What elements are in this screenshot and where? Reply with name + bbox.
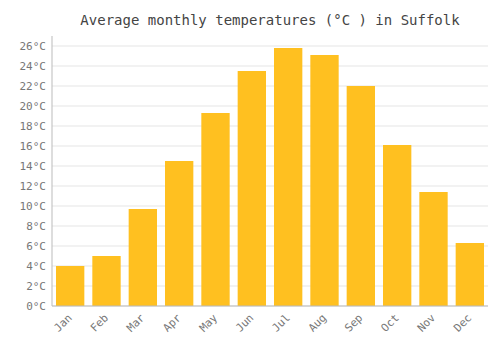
x-tick-label: Mar bbox=[124, 311, 148, 335]
grid-line bbox=[52, 146, 488, 147]
x-tick-label: Apr bbox=[161, 311, 185, 335]
y-tick-label: 4°C bbox=[26, 260, 46, 273]
y-tick-label: 20°C bbox=[20, 100, 47, 113]
bar bbox=[347, 86, 375, 306]
grid-line bbox=[52, 126, 488, 127]
bar bbox=[56, 266, 84, 306]
x-tick-label: Oct bbox=[379, 311, 402, 334]
y-tick-label: 12°C bbox=[20, 180, 47, 193]
y-tick-label: 6°C bbox=[26, 240, 46, 253]
y-tick-labels: 0°C 2°C 4°C 6°C 8°C 10°C 12°C 14°C 16°C 18°C 20°C 2… bbox=[20, 40, 47, 313]
bar bbox=[201, 113, 229, 306]
y-tick-label: 2°C bbox=[26, 280, 46, 293]
chart-container: 0°C 2°C 4°C 6°C 8°C 10°C 12°C 14°C 16°C 18°C 20°C 2… bbox=[0, 0, 500, 350]
y-grid bbox=[52, 46, 488, 306]
bar bbox=[310, 55, 338, 306]
x-tick-label: May bbox=[197, 311, 221, 335]
grid-line bbox=[52, 166, 488, 167]
x-tick-label: Jul bbox=[270, 311, 293, 334]
bar bbox=[165, 161, 193, 306]
y-tick-label: 16°C bbox=[20, 140, 47, 153]
x-tick-label: Nov bbox=[415, 311, 439, 335]
y-tick-label: 26°C bbox=[20, 40, 47, 53]
y-axis-line bbox=[52, 36, 53, 306]
y-tick-label: 22°C bbox=[20, 80, 47, 93]
x-tick-label: Dec bbox=[451, 311, 474, 334]
bar bbox=[92, 256, 120, 306]
bars bbox=[56, 48, 484, 306]
y-tick-label: 8°C bbox=[26, 220, 46, 233]
bar bbox=[129, 209, 157, 306]
grid-line bbox=[52, 46, 488, 47]
x-tick-label: Sep bbox=[342, 311, 365, 334]
x-tick-labels: Jan Feb Mar Apr May Jun Jul Aug Sep Oct Nov Dec bbox=[52, 311, 475, 335]
bar bbox=[383, 145, 411, 306]
x-tick-label: Jun bbox=[233, 311, 256, 334]
y-tick-label: 18°C bbox=[20, 120, 47, 133]
grid-line bbox=[52, 106, 488, 107]
y-tick-label: 0°C bbox=[26, 300, 46, 313]
x-tick-label: Aug bbox=[306, 311, 329, 334]
grid-line bbox=[52, 66, 488, 67]
y-tick-label: 24°C bbox=[20, 60, 47, 73]
x-tick-label: Jan bbox=[52, 311, 75, 334]
grid-line bbox=[52, 86, 488, 87]
y-tick-label: 14°C bbox=[20, 160, 47, 173]
x-axis-line bbox=[52, 306, 488, 307]
grid-line bbox=[52, 186, 488, 187]
chart-title: Average monthly temperatures (°C ) in Su… bbox=[80, 12, 460, 28]
grid-line bbox=[52, 306, 488, 307]
page: {"chart_data": {"type": "bar", "title": … bbox=[0, 0, 500, 350]
bar bbox=[419, 192, 447, 306]
y-tick-label: 10°C bbox=[20, 200, 47, 213]
bar bbox=[238, 71, 266, 306]
bar bbox=[456, 243, 484, 306]
bar bbox=[274, 48, 302, 306]
x-tick-label: Feb bbox=[88, 311, 111, 334]
chart-svg: 0°C 2°C 4°C 6°C 8°C 10°C 12°C 14°C 16°C 18°C 20°C 2… bbox=[0, 0, 500, 350]
